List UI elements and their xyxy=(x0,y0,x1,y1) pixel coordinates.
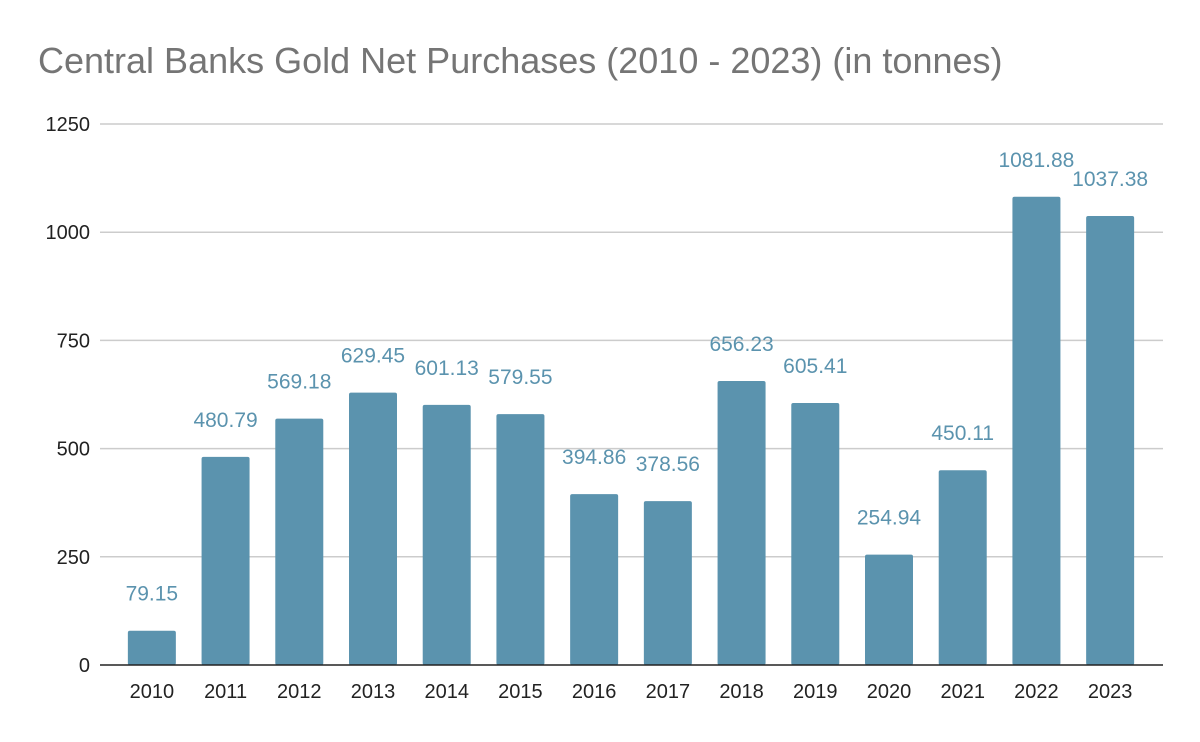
y-tick-label: 500 xyxy=(57,439,90,461)
bar xyxy=(127,630,176,665)
data-label: 1037.38 xyxy=(1072,168,1148,191)
bar xyxy=(865,554,913,665)
chart-title: Central Banks Gold Net Purchases (2010 -… xyxy=(38,40,1003,81)
y-tick-label: 750 xyxy=(57,330,90,352)
bar xyxy=(275,418,324,665)
x-tick-label: 2010 xyxy=(130,681,175,703)
x-tick-label: 2013 xyxy=(351,681,396,703)
data-label: 79.15 xyxy=(126,583,179,606)
bar xyxy=(717,380,766,665)
data-label: 450.11 xyxy=(931,422,994,445)
x-tick-label: 2018 xyxy=(719,681,764,703)
data-label: 1081.88 xyxy=(998,149,1074,172)
y-tick-label: 1000 xyxy=(46,222,91,244)
bar xyxy=(938,470,987,665)
bar xyxy=(496,414,545,665)
data-label: 480.79 xyxy=(193,409,257,432)
data-label: 601.13 xyxy=(415,357,479,380)
data-label: 605.41 xyxy=(783,355,847,378)
bar xyxy=(643,501,692,665)
x-tick-label: 2014 xyxy=(424,681,469,703)
data-label: 579.55 xyxy=(488,366,552,389)
data-label: 629.45 xyxy=(341,345,405,368)
data-label: 569.18 xyxy=(267,371,331,394)
data-label: 378.56 xyxy=(636,453,700,476)
x-tick-label: 2016 xyxy=(572,681,617,703)
x-tick-label: 2012 xyxy=(277,681,322,703)
bar xyxy=(791,402,840,665)
bar xyxy=(1012,196,1061,665)
bar xyxy=(1086,216,1135,665)
bar xyxy=(422,404,471,665)
x-tick-label: 2020 xyxy=(867,681,912,703)
bar xyxy=(201,456,250,665)
x-tick-label: 2015 xyxy=(498,681,543,703)
bar xyxy=(570,494,619,665)
y-tick-label: 1250 xyxy=(46,114,91,136)
y-tick-label: 0 xyxy=(79,655,90,677)
bar xyxy=(349,392,397,665)
y-tick-label: 250 xyxy=(57,547,90,569)
x-tick-label: 2019 xyxy=(793,681,838,703)
x-tick-label: 2017 xyxy=(646,681,691,703)
data-label: 394.86 xyxy=(562,446,626,469)
x-tick-label: 2022 xyxy=(1014,681,1059,703)
data-label: 254.94 xyxy=(857,507,922,530)
x-tick-label: 2011 xyxy=(204,681,247,703)
x-tick-label: 2023 xyxy=(1088,681,1133,703)
x-tick-label: 2021 xyxy=(940,681,985,703)
data-label: 656.23 xyxy=(709,333,773,356)
